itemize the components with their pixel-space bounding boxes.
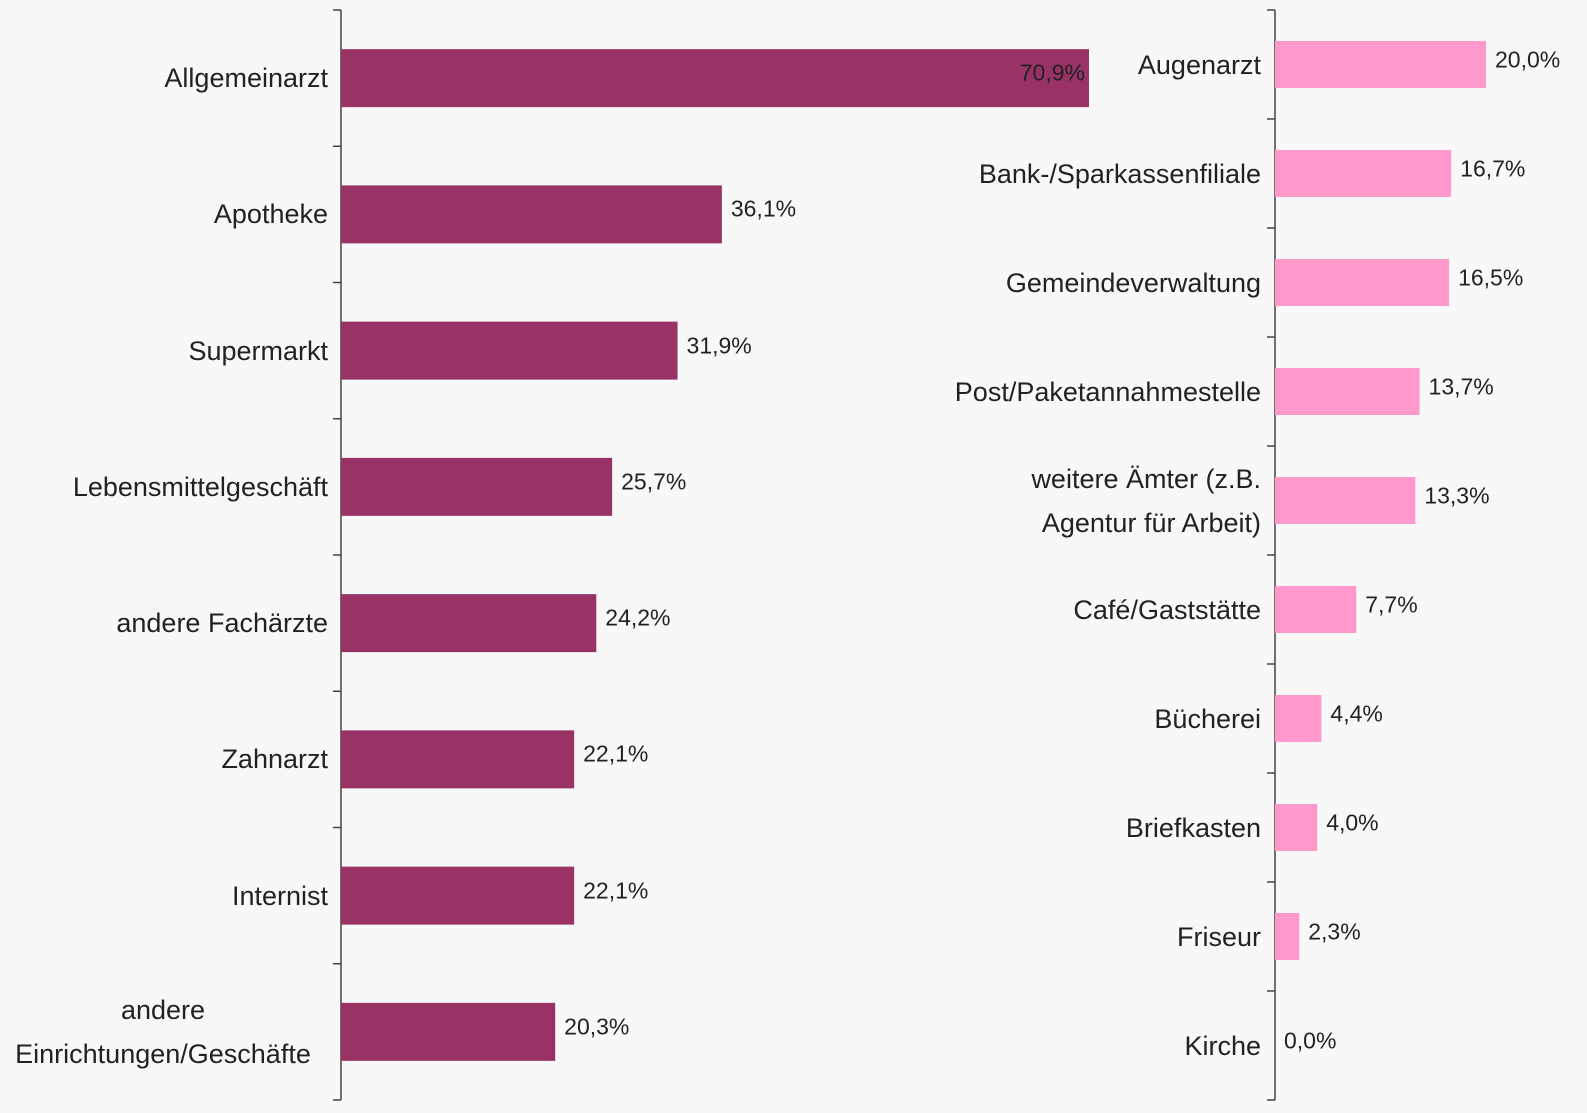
- value-label: 7,7%: [1365, 591, 1418, 617]
- category-label: Post/Paketannahmestelle: [954, 376, 1261, 407]
- value-label: 36,1%: [730, 195, 797, 222]
- category-label: Friseur: [1176, 921, 1261, 952]
- category-label: Briefkasten: [1125, 812, 1261, 843]
- bar: [1275, 477, 1416, 524]
- category-label: Allgemeinarzt: [164, 63, 328, 94]
- category-label: weitere Ämter (z.B. Agentur für Arbeit): [1031, 463, 1261, 538]
- bar: [341, 1002, 556, 1061]
- value-label: 0,0%: [1284, 1027, 1337, 1053]
- bar: [1275, 41, 1486, 88]
- category-label: Zahnarzt: [221, 744, 328, 775]
- value-label: 31,9%: [686, 332, 752, 359]
- value-label: 22,1%: [583, 877, 649, 904]
- value-label: 16,7%: [1460, 155, 1526, 181]
- category-label: Bücherei: [1154, 703, 1261, 734]
- bar: [341, 594, 597, 653]
- bar: [341, 866, 575, 925]
- bar: [341, 730, 575, 789]
- category-label: Bank-/Sparkassenfiliale: [978, 158, 1261, 189]
- value-label: 24,2%: [605, 604, 671, 631]
- value-label: 2,3%: [1308, 918, 1361, 944]
- bar: [1275, 695, 1322, 742]
- bar: [341, 457, 613, 516]
- value-label: 13,7%: [1428, 373, 1494, 399]
- bar: [1275, 150, 1452, 197]
- bar: [341, 185, 722, 244]
- category-label: Augenarzt: [1137, 49, 1261, 80]
- category-label: Internist: [231, 880, 328, 911]
- bar: [341, 49, 1089, 108]
- category-label: Lebensmittelgeschäft: [72, 471, 328, 502]
- category-label: Supermarkt: [188, 335, 328, 366]
- value-label: 70,9%: [1019, 59, 1085, 86]
- bar: [1275, 259, 1450, 306]
- category-label: Café/Gaststätte: [1073, 594, 1261, 625]
- category-label: andere Fachärzte: [116, 608, 328, 639]
- category-label: Kirche: [1184, 1030, 1261, 1061]
- value-label: 25,7%: [621, 468, 687, 495]
- category-label: andere Einrichtungen/Geschäfte: [15, 994, 311, 1069]
- value-label: 4,0%: [1326, 809, 1379, 835]
- category-label: Apotheke: [213, 199, 328, 230]
- value-label: 13,3%: [1424, 482, 1490, 508]
- bar: [341, 321, 678, 380]
- value-label: 4,4%: [1330, 700, 1383, 726]
- category-label: Gemeindeverwaltung: [1005, 267, 1261, 298]
- bar: [1275, 586, 1357, 633]
- bar: [1275, 804, 1318, 851]
- value-label: 20,3%: [564, 1013, 630, 1040]
- bar: [1275, 368, 1420, 415]
- value-label: 22,1%: [583, 740, 649, 767]
- value-label: 20,0%: [1495, 46, 1561, 72]
- bar: [1275, 913, 1300, 960]
- value-label: 16,5%: [1458, 264, 1524, 290]
